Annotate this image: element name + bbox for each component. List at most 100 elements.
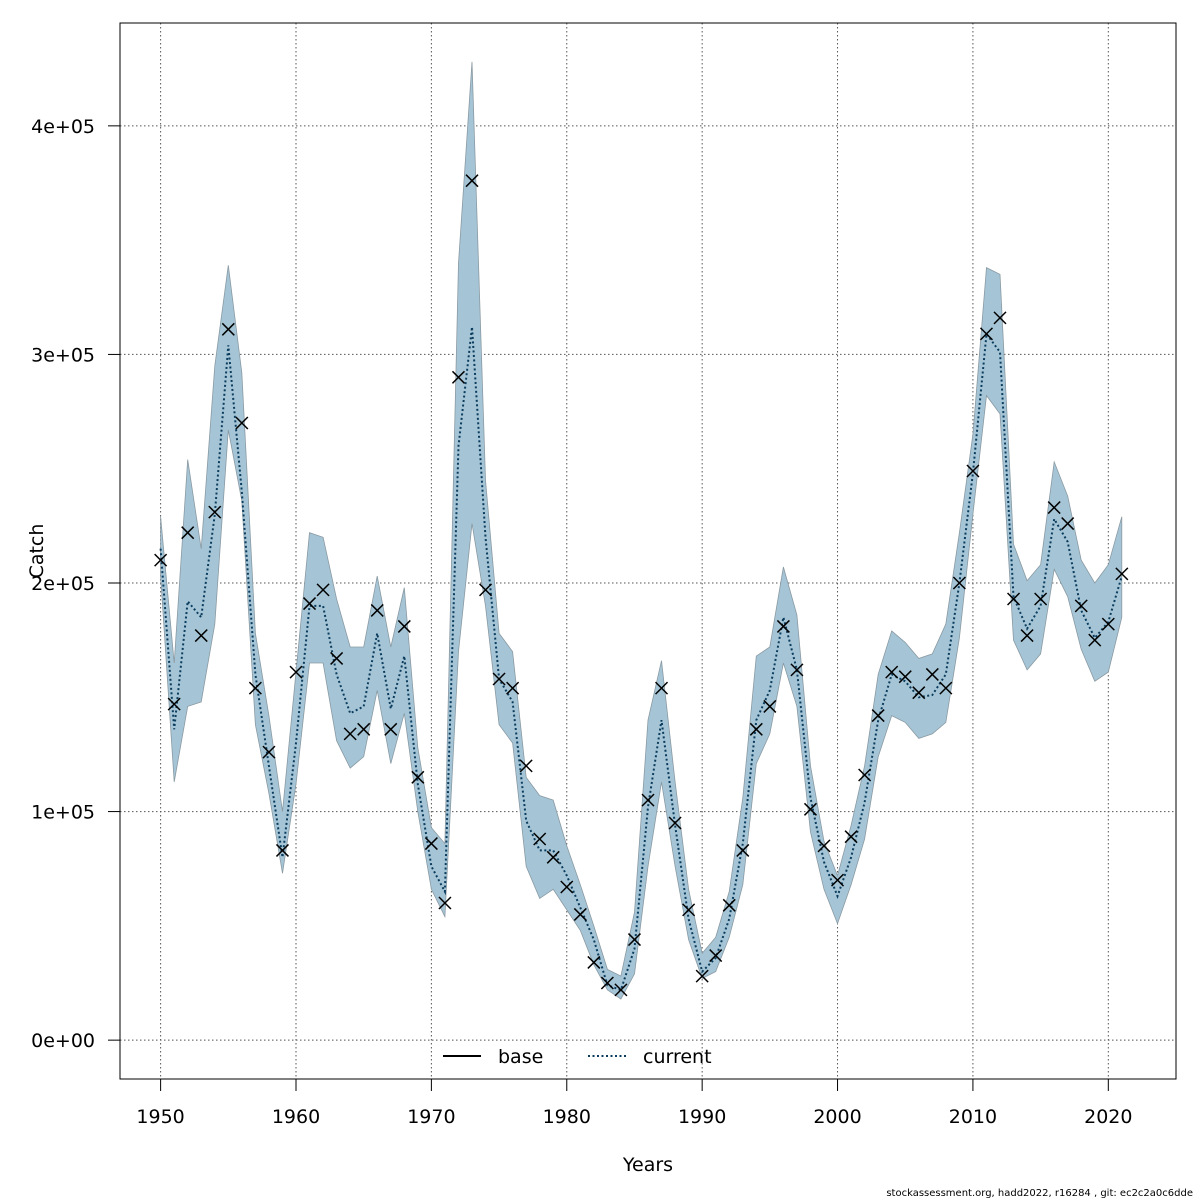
x-tick-label: 2000	[813, 1106, 861, 1128]
observed-point	[154, 553, 168, 567]
confidence-band	[160, 61, 1123, 1000]
gridlines	[120, 23, 1176, 1079]
observed-point	[871, 709, 885, 723]
observed-point	[573, 907, 587, 921]
observed-point	[776, 619, 790, 633]
observed-point	[641, 793, 655, 807]
observed-point	[248, 681, 262, 695]
x-tick-label: 1960	[272, 1106, 320, 1128]
x-tick-label: 1950	[136, 1106, 184, 1128]
x-tick-label: 1980	[543, 1106, 591, 1128]
observed-point	[235, 416, 249, 430]
plot-frame	[119, 22, 1177, 1080]
observed-point	[465, 174, 479, 188]
observed-point	[1007, 592, 1021, 606]
observed-point	[492, 672, 506, 686]
observed-point	[194, 629, 208, 643]
observed-point	[546, 850, 560, 864]
observed-point	[357, 722, 371, 736]
observed-point	[966, 464, 980, 478]
observed-point	[1088, 633, 1102, 647]
x-tick-label: 2020	[1084, 1106, 1132, 1128]
legend-label-current: current	[643, 1046, 712, 1068]
observed-point	[424, 837, 438, 851]
observed-point	[560, 880, 574, 894]
x-tick-label: 1970	[407, 1106, 455, 1128]
observed-point	[221, 322, 235, 336]
observed-point	[709, 949, 723, 963]
observed-point	[682, 903, 696, 917]
observed-point	[275, 843, 289, 857]
observed-point	[587, 955, 601, 969]
observed-point	[506, 681, 520, 695]
observed-point	[208, 505, 222, 519]
observed-point	[1047, 501, 1061, 515]
observed-point	[451, 370, 465, 384]
observed-point	[411, 770, 425, 784]
observed-point	[803, 802, 817, 816]
observed-point	[763, 699, 777, 713]
observed-point	[627, 933, 641, 947]
observed-point	[885, 665, 899, 679]
observed-point	[181, 526, 195, 540]
observed-points	[154, 174, 1129, 997]
observed-point	[1061, 517, 1075, 531]
observed-point	[438, 896, 452, 910]
observed-point	[844, 830, 858, 844]
y-tick-label: 4e+05	[31, 116, 95, 138]
observed-point	[695, 969, 709, 983]
observed-point	[817, 839, 831, 853]
series-line-current	[159, 326, 1123, 992]
observed-point	[303, 597, 317, 611]
observed-point	[1034, 592, 1048, 606]
observed-point	[655, 681, 669, 695]
confidence-band-area	[160, 61, 1123, 1000]
observed-point	[533, 832, 547, 846]
observed-point	[952, 576, 966, 590]
observed-point	[397, 619, 411, 633]
y-axis: 0e+00 1e+05 2e+05 3e+05 4e+05	[31, 116, 120, 1052]
x-tick-label: 2010	[949, 1106, 997, 1128]
observed-point	[167, 697, 181, 711]
observed-point	[898, 670, 912, 684]
observed-point	[1020, 629, 1034, 643]
legend-label-base: base	[498, 1046, 543, 1068]
x-axis: 1950 1960 1970 1980 1990 2000 2010 2020	[136, 1079, 1132, 1128]
x-tick-label: 1990	[678, 1106, 726, 1128]
observed-point	[316, 583, 330, 597]
y-tick-label: 3e+05	[31, 344, 95, 366]
observed-point	[479, 583, 493, 597]
observed-point	[343, 727, 357, 741]
observed-point	[912, 686, 926, 700]
observed-point	[1115, 567, 1129, 581]
observed-point	[519, 759, 533, 773]
y-tick-label: 2e+05	[31, 573, 95, 595]
observed-point	[330, 651, 344, 665]
observed-point	[858, 768, 872, 782]
legend: base current	[443, 1046, 712, 1068]
observed-point	[1074, 599, 1088, 613]
y-axis-title: Catch	[26, 524, 48, 579]
x-axis-title: Years	[622, 1154, 673, 1176]
observed-point	[925, 667, 939, 681]
observed-point	[262, 745, 276, 759]
observed-point	[831, 873, 845, 887]
observed-point	[790, 663, 804, 677]
observed-point	[722, 898, 736, 912]
observed-point	[993, 311, 1007, 325]
observed-point	[384, 722, 398, 736]
observed-point	[979, 327, 993, 341]
observed-point	[668, 816, 682, 830]
series-lines	[159, 326, 1123, 992]
observed-point	[749, 722, 763, 736]
observed-point	[370, 603, 384, 617]
observed-point	[600, 976, 614, 990]
observed-point	[736, 843, 750, 857]
y-tick-label: 0e+00	[31, 1030, 95, 1052]
observed-point	[614, 983, 628, 997]
y-tick-label: 1e+05	[31, 802, 95, 824]
observed-point	[939, 681, 953, 695]
observed-point	[289, 665, 303, 679]
observed-point	[1101, 617, 1115, 631]
